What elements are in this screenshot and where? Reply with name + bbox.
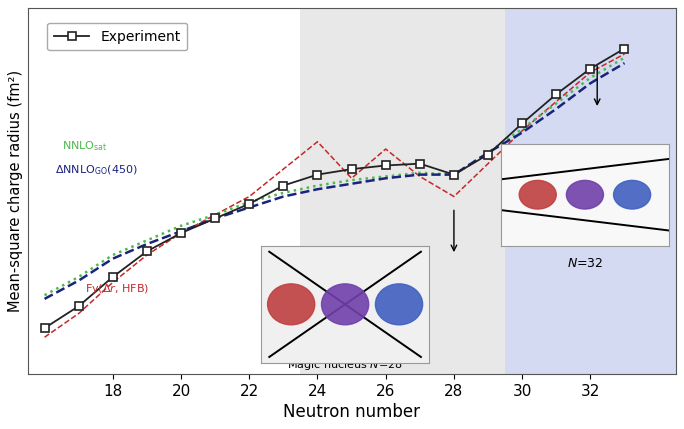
Text: $N$=32: $N$=32 bbox=[567, 257, 603, 270]
Bar bbox=[505, 8, 676, 374]
Text: Fy($\Delta r$, HFB): Fy($\Delta r$, HFB) bbox=[86, 281, 150, 296]
Legend: Experiment: Experiment bbox=[47, 23, 187, 51]
Text: Magic nucleus $N$=28: Magic nucleus $N$=28 bbox=[287, 358, 403, 372]
X-axis label: Neutron number: Neutron number bbox=[283, 403, 420, 421]
Text: $\Delta$NNLO$_{\rm GO}$(450): $\Delta$NNLO$_{\rm GO}$(450) bbox=[55, 163, 137, 177]
Bar bbox=[300, 8, 505, 374]
Y-axis label: Mean-square charge radius (fm²): Mean-square charge radius (fm²) bbox=[8, 70, 23, 312]
Text: NNLO$_{\rm sat}$: NNLO$_{\rm sat}$ bbox=[62, 139, 107, 153]
